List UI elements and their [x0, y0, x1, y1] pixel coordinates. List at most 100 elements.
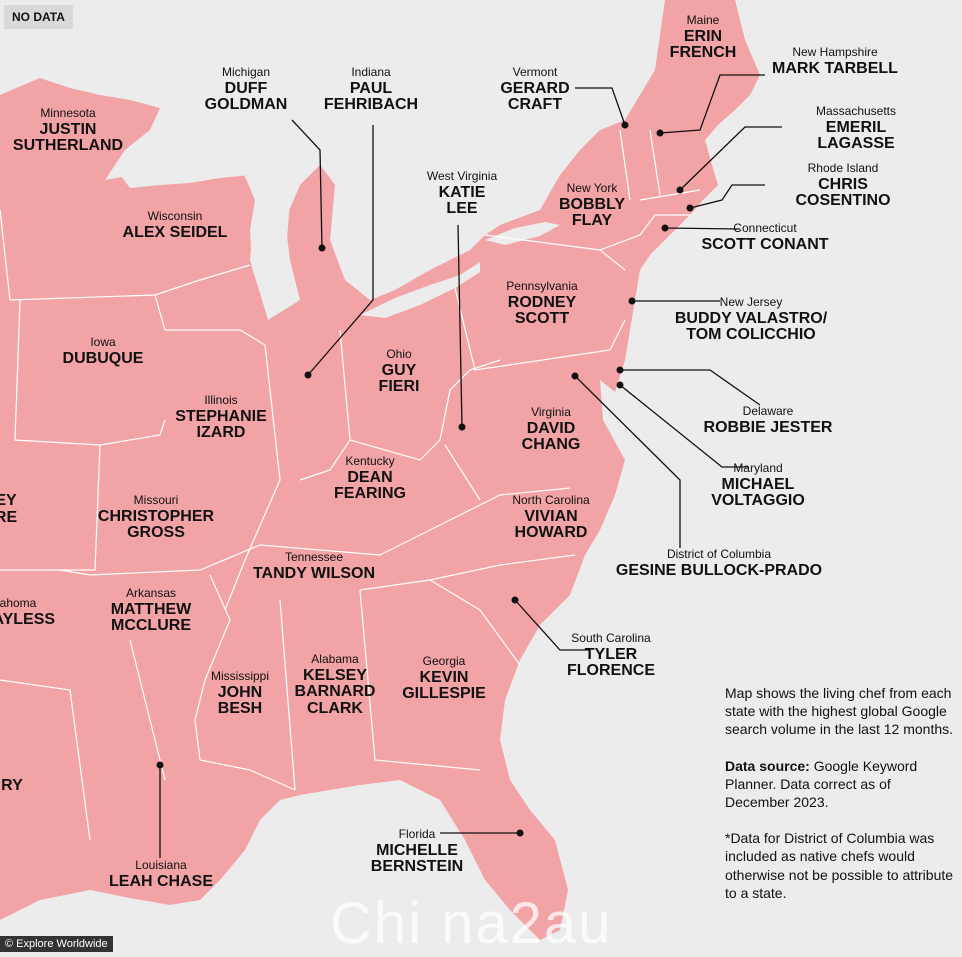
- chef-name: GUY FIERI: [378, 361, 420, 396]
- chef-name: RY: [1, 777, 23, 794]
- state-name: Kentucky: [345, 454, 395, 468]
- lake-erie: [360, 262, 480, 318]
- state-name: Iowa: [90, 335, 116, 349]
- state-name: Maine: [686, 13, 720, 27]
- chef-name: EY RE: [0, 492, 18, 526]
- chef-name: PAUL FEHRIBACH: [323, 79, 419, 114]
- state-name: Indiana: [351, 65, 391, 79]
- state-label-tennessee: Tennessee TANDY WILSON: [253, 551, 375, 582]
- leader-ri: [689, 184, 765, 209]
- state-name: Michigan: [221, 65, 271, 79]
- state-label-iowa: Iowa DUBUQUE: [63, 336, 144, 367]
- state-name: Illinois: [204, 393, 238, 407]
- state-name: ahoma: [0, 596, 37, 610]
- chef-name: EMERIL LAGASSE: [817, 118, 895, 153]
- state-label-indiana: Indiana PAUL FEHRIBACH: [324, 66, 418, 114]
- state-name: Minnesota: [40, 106, 96, 120]
- chef-name: JUSTIN SUTHERLAND: [12, 120, 124, 155]
- state-name: New York: [566, 181, 618, 195]
- leader-lines: [159, 74, 782, 858]
- state-name: Florida: [398, 827, 436, 841]
- state-name: Missouri: [133, 493, 179, 507]
- state-label-new-hampshire: New Hampshire MARK TARBELL: [772, 46, 898, 77]
- leader-nh: [659, 74, 765, 134]
- state-label-maine: Maine ERIN FRENCH: [670, 14, 737, 62]
- chef-name: ALEX SEIDEL: [122, 223, 228, 241]
- chef-name: GERARD CRAFT: [500, 79, 570, 114]
- state-label-pennsylvania: Pennsylvania RODNEY SCOTT: [506, 280, 577, 328]
- state-name: Maryland: [733, 461, 783, 475]
- state-label-minnesota: Minnesota JUSTIN SUTHERLAND: [13, 107, 123, 155]
- chef-name: BAYLESS: [0, 610, 56, 628]
- state-label-south-carolina: South Carolina TYLER FLORENCE: [567, 632, 655, 680]
- state-name: North Carolina: [512, 493, 590, 507]
- state-label-maryland: Maryland MICHAEL VOLTAGGIO: [711, 462, 805, 510]
- chef-name: DUFF GOLDMAN: [204, 79, 288, 114]
- note-source-label: Data source:: [725, 757, 810, 774]
- state-label-texas: RY: [1, 777, 23, 795]
- lake-superior: [118, 140, 300, 188]
- leader-michigan: [291, 119, 323, 249]
- state-name: South Carolina: [571, 631, 651, 645]
- credit: © Explore Worldwide: [0, 936, 113, 952]
- state-label-oklahoma: ahomaBAYLESS: [0, 597, 55, 628]
- state-label-wisconsin: Wisconsin ALEX SEIDEL: [123, 210, 228, 241]
- leader-vermont: [575, 87, 626, 126]
- state-name: Pennsylvania: [506, 279, 578, 293]
- note-source-text: Google Keyword Planner. Data correct as …: [725, 757, 918, 810]
- state-label-new-jersey: New Jersey BUDDY VALASTRO/ TOM COLICCHIO: [675, 296, 827, 344]
- state-label-rhode-island: Rhode Island CHRIS COSENTINO: [784, 162, 903, 210]
- state-name: Georgia: [422, 654, 466, 668]
- state-name: Ohio: [386, 347, 412, 361]
- state-label-massachusetts: Massachusetts EMERIL LAGASSE: [803, 105, 909, 153]
- state-label-delaware: Delaware ROBBIE JESTER: [704, 405, 833, 436]
- state-name: Rhode Island: [807, 161, 879, 175]
- leader-de: [620, 369, 761, 406]
- state-name: Connecticut: [733, 221, 797, 235]
- note-description: Map shows the living chef from each stat…: [725, 685, 954, 738]
- chef-name: BOBBLY FLAY: [558, 195, 626, 230]
- chef-name: MATTHEW MCCLURE: [110, 600, 192, 635]
- chef-name: TANDY WILSON: [252, 564, 376, 582]
- state-name: Tennessee: [284, 550, 344, 564]
- state-name: Alabama: [311, 652, 359, 666]
- state-label-arkansas: Arkansas MATTHEW MCCLURE: [111, 587, 192, 635]
- chef-name: RODNEY SCOTT: [507, 293, 577, 328]
- chef-name: MARK TARBELL: [772, 59, 898, 77]
- state-label-dc: District of Columbia GESINE BULLOCK-PRADO: [616, 548, 822, 579]
- chef-name: MICHAEL VOLTAGGIO: [711, 475, 805, 510]
- chef-name: KEVIN GILLESPIE: [402, 668, 486, 703]
- state-label-west-virginia: West Virginia KATIE LEE: [427, 170, 497, 218]
- chef-name: BUDDY VALASTRO/ TOM COLICCHIO: [674, 309, 828, 344]
- state-label-north-carolina: North Carolina VIVIAN HOWARD: [512, 494, 589, 542]
- state-label-georgia: Georgia KEVIN GILLESPIE: [402, 655, 486, 703]
- lake-michigan: [250, 182, 292, 302]
- state-name: New Jersey: [719, 295, 783, 309]
- state-label-mississippi: Mississippi JOHN BESH: [211, 670, 269, 718]
- leader-ma: [679, 126, 782, 191]
- state-name: Wisconsin: [147, 209, 203, 223]
- state-name: Arkansas: [125, 586, 177, 600]
- state-name: Vermont: [512, 65, 558, 79]
- state-label-kentucky: Kentucky DEAN FEARING: [334, 455, 406, 503]
- map-note: Map shows the living chef from each stat…: [725, 684, 957, 920]
- state-borders: [0, 129, 701, 841]
- leader-ct: [664, 227, 741, 230]
- chef-name: LEAH CHASE: [108, 872, 214, 890]
- state-name: Louisiana: [135, 858, 187, 872]
- note-source: Data source: Google Keyword Planner. Dat…: [725, 757, 957, 812]
- chef-name: TYLER FLORENCE: [567, 645, 655, 680]
- chef-name: VIVIAN HOWARD: [514, 507, 588, 542]
- leader-dc: [574, 375, 681, 548]
- chef-name: JOHN BESH: [217, 683, 263, 718]
- state-label-kansas: EY RE: [0, 492, 18, 527]
- leader-sc: [514, 599, 590, 651]
- state-label-alabama: Alabama KELSEY BARNARD CLARK: [295, 653, 376, 718]
- state-label-missouri: Missouri CHRISTOPHER GROSS: [98, 494, 214, 542]
- chef-name: SCOTT CONANT: [701, 235, 829, 253]
- chef-name: DUBUQUE: [62, 349, 144, 367]
- state-name: District of Columbia: [666, 547, 772, 561]
- chef-name: STEPHANIE IZARD: [175, 407, 267, 442]
- chef-name: GESINE BULLOCK-PRADO: [615, 561, 823, 579]
